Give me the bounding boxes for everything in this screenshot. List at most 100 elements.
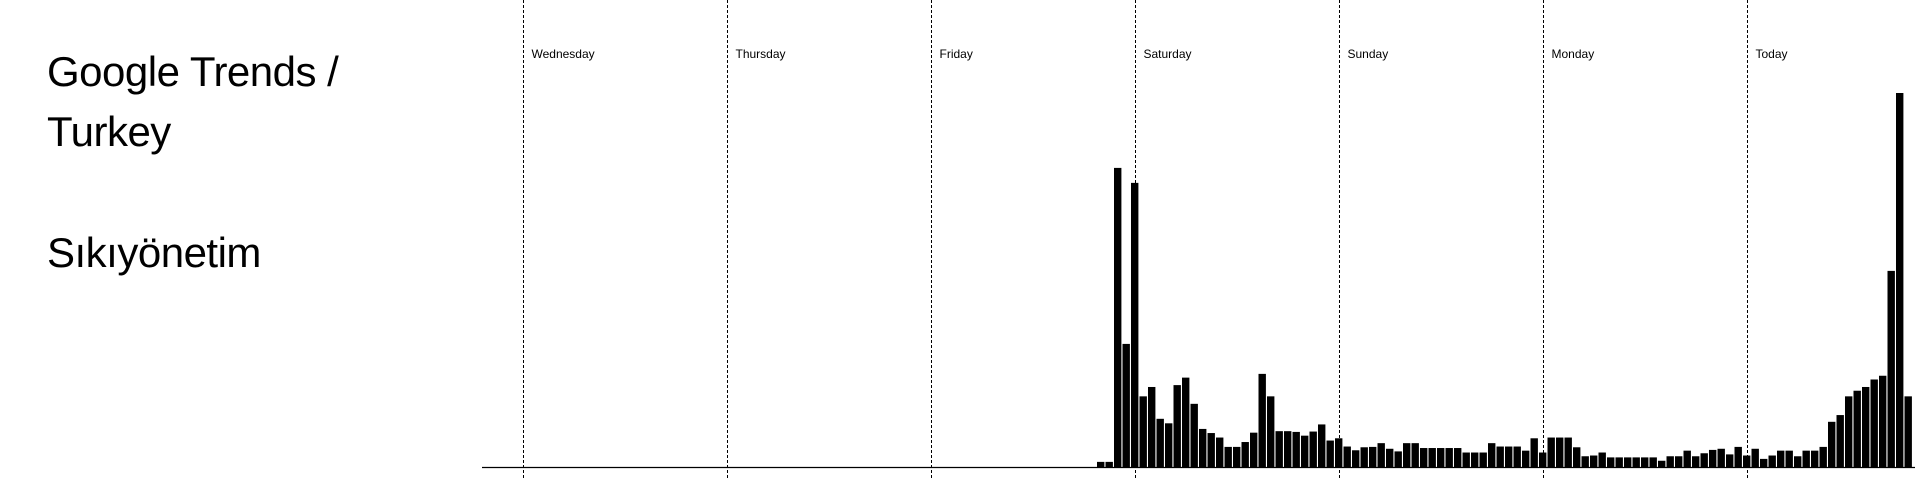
trend-bar [1717,448,1725,468]
trend-bar [1658,460,1666,468]
trend-bar [1309,431,1317,468]
trend-bar [1386,448,1394,468]
trend-bar [1479,452,1487,468]
trend-bar [1199,428,1207,468]
trend-bar [1377,443,1385,468]
trend-bar [1819,446,1827,468]
trend-bar [1224,446,1232,468]
trend-bar [1785,450,1793,468]
trend-bar [1437,448,1445,468]
trend-bar [1751,448,1759,468]
trend-bar [1845,396,1853,468]
trend-bar [1233,446,1241,468]
page-title: Google Trends / Turkey [47,48,339,155]
trend-bar [1122,343,1130,468]
trend-bar [1471,452,1479,468]
trend-bar [1403,443,1411,468]
day-label: Today [1756,47,1788,61]
trend-bar [1675,456,1683,468]
trend-bar [1505,446,1513,468]
trend-bar [1165,423,1173,468]
trend-bar [1777,450,1785,468]
day-label: Friday [940,47,973,61]
trend-bar [1513,446,1521,468]
trend-bar [1904,396,1912,468]
trend-bar [1360,447,1368,468]
trend-bar [1887,270,1895,468]
day-label: Wednesday [532,47,595,61]
trend-bar [1862,386,1870,468]
trend-bar [1879,375,1887,468]
trend-bar [1615,457,1623,468]
trend-bar [1692,456,1700,468]
trend-bar [1811,450,1819,468]
trend-bar [1896,93,1904,468]
trend-bar [1131,182,1139,468]
trend-bar [1097,461,1105,468]
trend-bar [1105,461,1113,468]
trend-bar [1700,453,1708,468]
trend-bar [1539,452,1547,468]
trend-bar [1496,446,1504,468]
trend-bar [1632,457,1640,468]
trend-bar [1139,396,1147,468]
trend-bar [1326,440,1334,468]
trend-bar [1598,452,1606,468]
trend-bar [1267,396,1275,468]
trend-bar [1760,458,1768,468]
trend-bar [1411,443,1419,468]
trend-bar [1216,437,1224,468]
trend-bar [1726,454,1734,468]
trend-bar [1488,443,1496,468]
trend-bar [1590,455,1598,468]
trend-bar [1420,448,1428,468]
trend-bar [1853,390,1861,468]
trend-bar [1641,457,1649,468]
trend-bar [1530,438,1538,468]
trend-bar [1148,386,1156,468]
trend-bar [1709,449,1717,468]
trend-bar [1394,451,1402,468]
trend-bar [1428,448,1436,468]
trend-bar [1734,446,1742,468]
trend-bar [1156,418,1164,468]
trend-bar [1207,433,1215,468]
trend-bar [1743,455,1751,468]
trend-bar [1284,431,1292,468]
trend-bar [1547,437,1555,468]
day-label: Monday [1552,47,1595,61]
day-label: Sunday [1348,47,1389,61]
search-keyword: Sıkıyönetim [47,229,261,276]
trend-bar [1573,447,1581,468]
trend-bar [1624,457,1632,468]
trend-bar [1607,457,1615,468]
trend-bar [1666,456,1674,468]
trend-bar [1114,167,1122,468]
trend-bar [1258,373,1266,468]
trend-bar [1182,377,1190,468]
trend-bar [1683,450,1691,468]
trend-bar [1445,448,1453,468]
day-label: Thursday [736,47,786,61]
trend-bar [1564,437,1572,468]
trend-bar [1828,421,1836,468]
trend-bar [1649,457,1657,468]
trend-bar [1190,403,1198,468]
trend-bar [1250,432,1258,468]
trend-bar [1794,456,1802,468]
trend-bar [1241,442,1249,468]
trend-bar [1556,437,1564,468]
trend-bar [1462,452,1470,468]
trend-bar [1352,450,1360,468]
trend-bar [1870,379,1878,468]
day-label: Saturday [1144,47,1192,61]
trend-bar [1343,446,1351,468]
trend-bar [1768,455,1776,468]
trend-bar [1173,385,1181,468]
trend-bar [1292,431,1300,468]
trend-bar [1802,450,1810,468]
trend-bar [1318,424,1326,468]
trend-bar [1301,435,1309,468]
trend-bar [1522,450,1530,468]
